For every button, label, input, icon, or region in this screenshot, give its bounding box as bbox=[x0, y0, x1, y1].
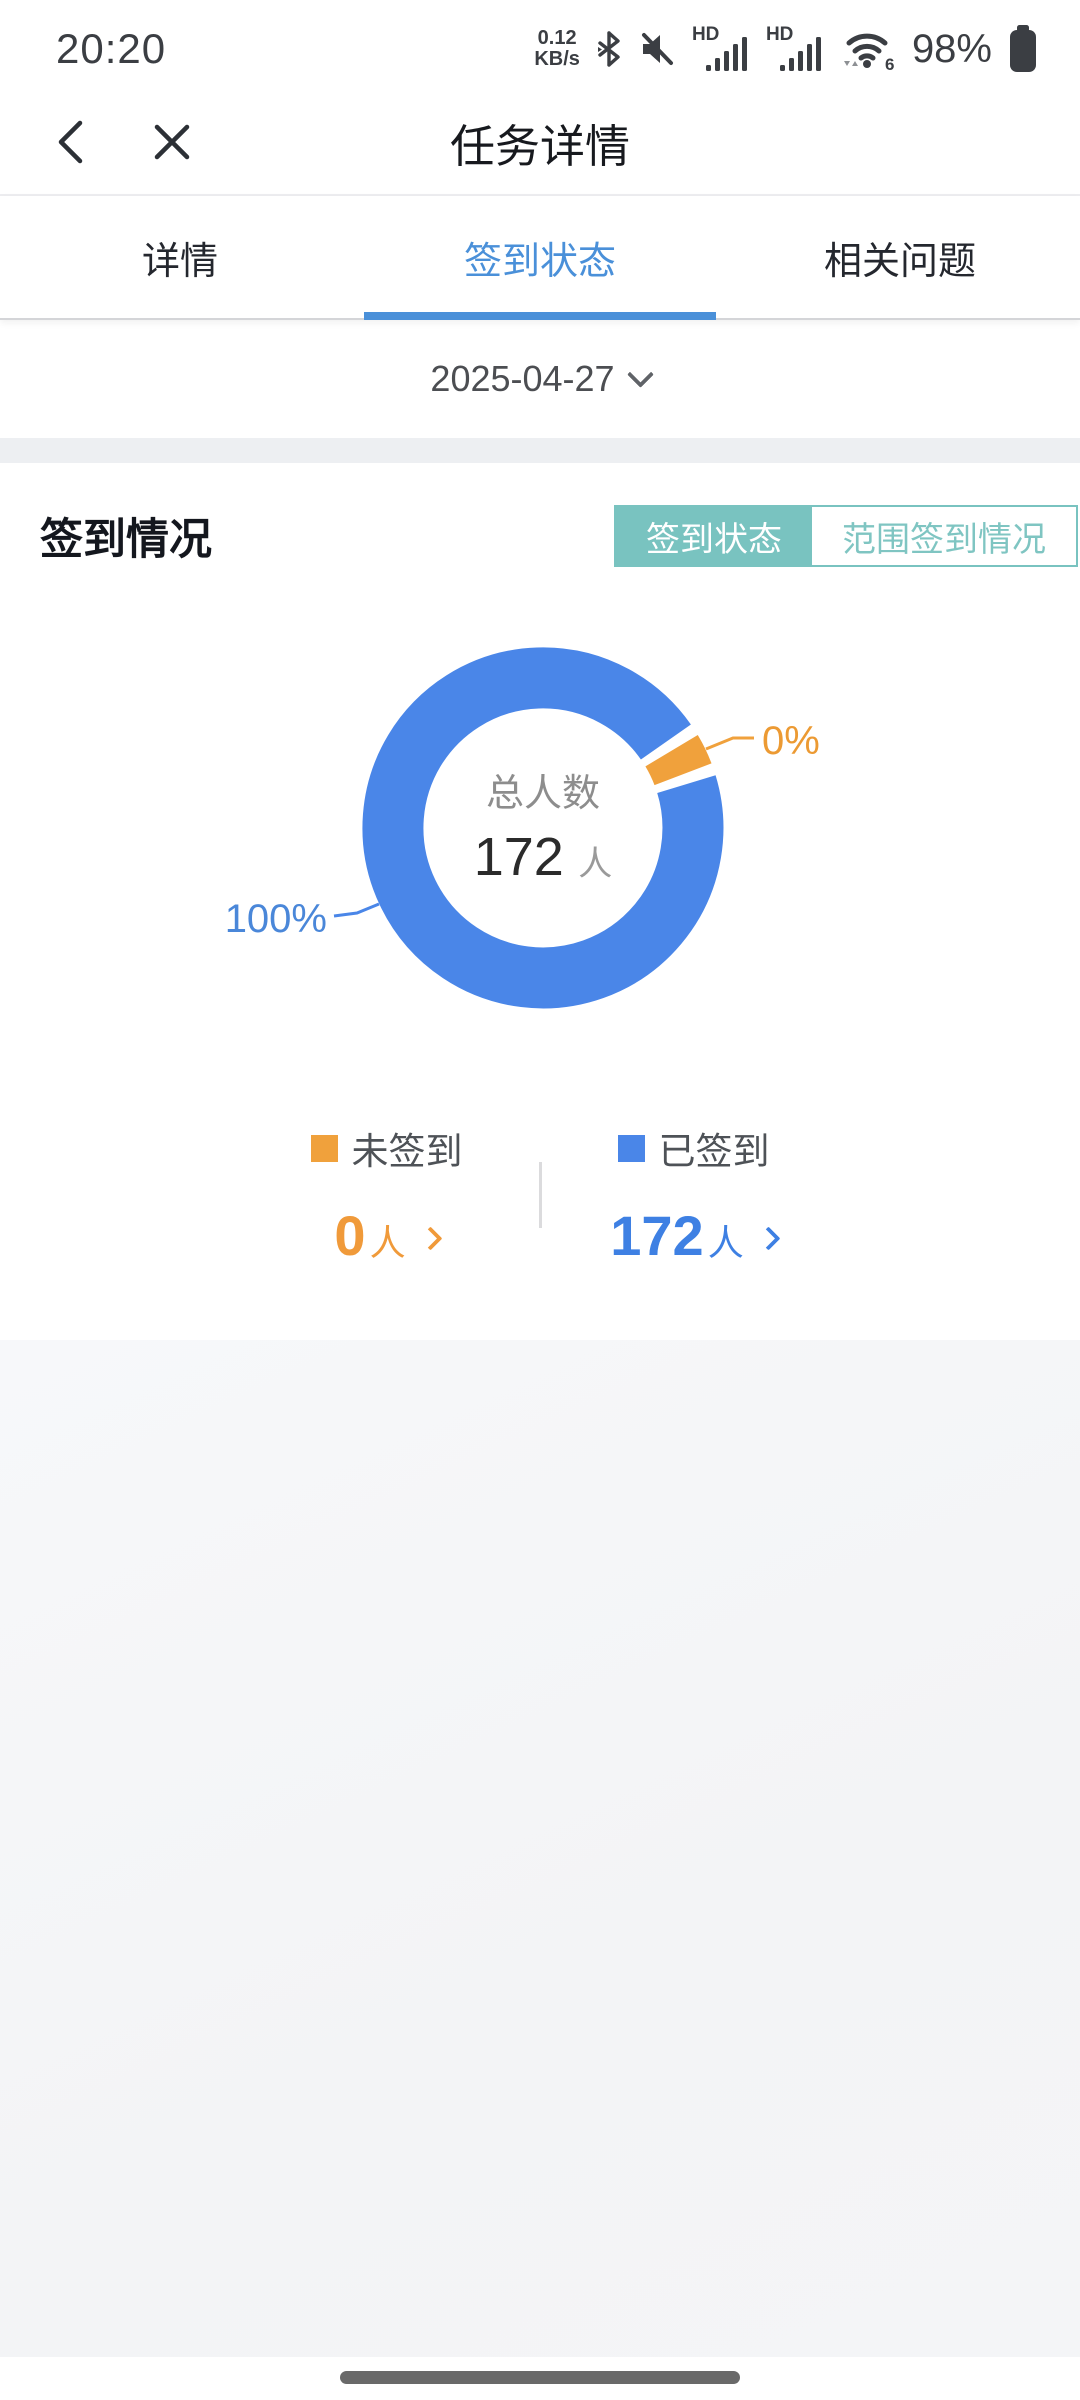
tab-related-questions[interactable]: 相关问题 bbox=[720, 196, 1080, 318]
battery-icon bbox=[1008, 25, 1038, 73]
chevron-left-icon bbox=[58, 120, 83, 164]
network-speed: 0.12 KB/s bbox=[534, 28, 580, 70]
tab-signin-status[interactable]: 签到状态 bbox=[360, 196, 720, 320]
close-button[interactable] bbox=[142, 107, 202, 177]
tab-label: 相关问题 bbox=[823, 240, 976, 283]
x-icon bbox=[154, 124, 190, 160]
tab-label: 签到状态 bbox=[463, 240, 616, 283]
empty-content-area bbox=[0, 1340, 1080, 2357]
legend-label: 未签到 bbox=[351, 1131, 463, 1172]
status-bar: 20:20 0.12 KB/s HD bbox=[0, 0, 1080, 90]
legend-swatch-blue bbox=[617, 1134, 645, 1162]
chevron-down-icon bbox=[626, 360, 654, 388]
legend-divider bbox=[538, 1161, 542, 1228]
legend-value-row[interactable]: 172 人 bbox=[610, 1203, 781, 1268]
system-nav-bar bbox=[0, 2357, 1080, 2400]
percent-label-signed: 100% bbox=[225, 897, 327, 941]
donut-chart: 0% 100% 总人数 172 人 bbox=[0, 621, 1080, 1061]
toggle-range-signin[interactable]: 范围签到情况 bbox=[812, 507, 1076, 565]
wifi-6-icon: 6 bbox=[840, 27, 896, 71]
legend-unit: 人 bbox=[707, 1222, 744, 1263]
legend-value-row[interactable]: 0 人 bbox=[334, 1203, 443, 1268]
cell-signal-hd-icon-2: HD bbox=[766, 25, 824, 73]
chart-legend: 未签到 0 人 已签到 172 人 bbox=[0, 1121, 1080, 1340]
donut-center-value: 172 人 bbox=[474, 827, 613, 887]
cell-signal-hd-icon-1: HD bbox=[692, 25, 750, 73]
speaker-muted-icon bbox=[638, 30, 676, 68]
status-icons: 0.12 KB/s HD bbox=[534, 25, 1038, 73]
legend-item-signed[interactable]: 已签到 172 人 bbox=[568, 1121, 820, 1268]
signin-card-header: 签到情况 签到状态 范围签到情况 bbox=[0, 505, 1080, 567]
legend-item-unsigned[interactable]: 未签到 0 人 bbox=[261, 1121, 513, 1268]
section-divider bbox=[0, 438, 1080, 463]
app-header: 任务详情 bbox=[0, 90, 1080, 196]
chevron-right-icon bbox=[418, 1226, 443, 1251]
hd-badge: HD bbox=[765, 24, 794, 45]
date-selector[interactable]: 2025-04-27 bbox=[0, 320, 1080, 438]
legend-title-row: 已签到 bbox=[617, 1121, 770, 1175]
network-speed-unit: KB/s bbox=[534, 48, 580, 70]
tab-label: 详情 bbox=[141, 240, 218, 283]
network-speed-value: 0.12 bbox=[537, 27, 577, 49]
svg-text:6: 6 bbox=[885, 55, 894, 71]
legend-count: 0 bbox=[334, 1204, 366, 1267]
hd-badge: HD bbox=[691, 24, 720, 45]
tab-bar: 详情 签到状态 相关问题 bbox=[0, 196, 1080, 320]
bluetooth-icon bbox=[596, 30, 622, 68]
legend-label: 已签到 bbox=[658, 1131, 770, 1172]
label-line-signed bbox=[333, 902, 380, 918]
clock: 20:20 bbox=[56, 25, 167, 72]
legend-swatch-orange bbox=[310, 1134, 338, 1162]
donut-slice-unsigned[interactable] bbox=[645, 735, 712, 786]
date-value: 2025-04-27 bbox=[430, 358, 615, 399]
toggle-signin-status[interactable]: 签到状态 bbox=[616, 507, 812, 565]
legend-unit: 人 bbox=[369, 1222, 406, 1263]
signin-card: 签到情况 签到状态 范围签到情况 0% 100% 总人数 172 人 bbox=[0, 463, 1080, 1340]
legend-title-row: 未签到 bbox=[310, 1121, 463, 1175]
view-toggle: 签到状态 范围签到情况 bbox=[614, 505, 1078, 567]
legend-count: 172 bbox=[610, 1204, 704, 1267]
section-title: 签到情况 bbox=[40, 516, 212, 564]
battery-percent: 98% bbox=[911, 26, 992, 71]
donut-center-label: 总人数 bbox=[486, 773, 600, 815]
back-button[interactable] bbox=[40, 107, 100, 177]
percent-label-unsigned: 0% bbox=[762, 719, 820, 763]
chevron-right-icon bbox=[756, 1226, 781, 1251]
tab-details[interactable]: 详情 bbox=[0, 196, 360, 318]
home-indicator[interactable] bbox=[340, 2371, 740, 2384]
donut-slice-signed[interactable] bbox=[362, 647, 724, 1009]
label-line-unsigned bbox=[705, 736, 754, 751]
